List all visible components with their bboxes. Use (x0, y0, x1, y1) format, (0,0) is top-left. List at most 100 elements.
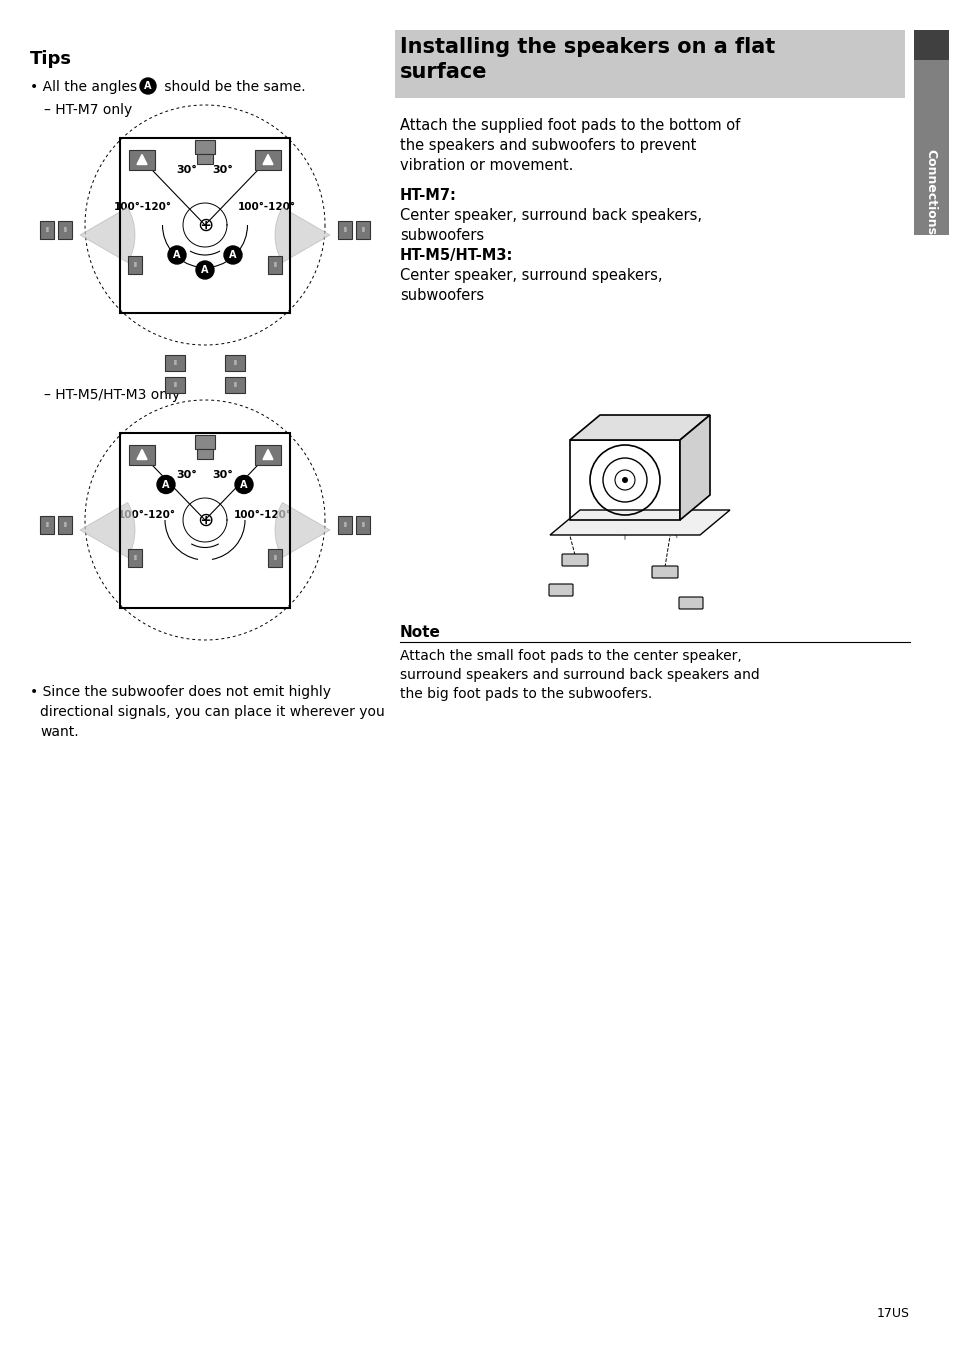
Text: • Since the subwoofer does not emit highly: • Since the subwoofer does not emit high… (30, 685, 331, 699)
FancyBboxPatch shape (254, 150, 281, 169)
Bar (196, 449, 213, 458)
FancyBboxPatch shape (395, 30, 904, 97)
Text: Attach the supplied foot pads to the bottom of: Attach the supplied foot pads to the bot… (399, 118, 740, 132)
Text: ⊕: ⊕ (196, 215, 213, 234)
Polygon shape (550, 510, 729, 535)
Text: Center speaker, surround speakers,: Center speaker, surround speakers, (399, 268, 661, 283)
Text: A: A (173, 250, 180, 260)
FancyBboxPatch shape (128, 256, 142, 274)
Text: should be the same.: should be the same. (160, 80, 305, 95)
FancyBboxPatch shape (651, 566, 678, 579)
FancyBboxPatch shape (355, 220, 370, 239)
Text: subwoofers: subwoofers (399, 288, 483, 303)
Text: 30°: 30° (213, 470, 233, 480)
FancyBboxPatch shape (561, 554, 587, 566)
Text: Installing the speakers on a flat: Installing the speakers on a flat (399, 37, 775, 57)
Text: subwoofers: subwoofers (399, 228, 483, 243)
Circle shape (157, 476, 174, 493)
FancyBboxPatch shape (165, 356, 185, 370)
FancyBboxPatch shape (58, 220, 71, 239)
Text: A: A (162, 480, 170, 489)
Text: II: II (233, 383, 236, 388)
Polygon shape (137, 449, 147, 460)
Text: • All the angles: • All the angles (30, 80, 141, 95)
Wedge shape (80, 503, 135, 557)
FancyBboxPatch shape (128, 549, 142, 566)
FancyBboxPatch shape (679, 598, 702, 608)
FancyBboxPatch shape (337, 516, 352, 534)
Text: A: A (201, 265, 209, 274)
Circle shape (168, 246, 186, 264)
FancyBboxPatch shape (129, 445, 154, 465)
FancyBboxPatch shape (337, 220, 352, 239)
Text: II: II (132, 262, 137, 268)
Polygon shape (263, 449, 273, 460)
Bar (120, 138, 290, 312)
FancyBboxPatch shape (268, 256, 282, 274)
Text: 100°-120°: 100°-120° (113, 201, 172, 212)
Text: ⊕: ⊕ (196, 511, 213, 530)
FancyBboxPatch shape (913, 35, 948, 235)
Text: Tips: Tips (30, 50, 71, 68)
Text: HT-M5/HT-M3:: HT-M5/HT-M3: (399, 247, 513, 264)
Circle shape (140, 78, 156, 95)
Wedge shape (274, 503, 330, 557)
Text: the speakers and subwoofers to prevent: the speakers and subwoofers to prevent (399, 138, 696, 153)
Text: A: A (240, 480, 248, 489)
FancyBboxPatch shape (225, 356, 245, 370)
Polygon shape (679, 415, 709, 521)
Wedge shape (80, 207, 135, 262)
FancyBboxPatch shape (129, 150, 154, 169)
Text: II: II (360, 522, 365, 529)
Text: II: II (63, 522, 67, 529)
Text: Connections: Connections (923, 149, 937, 235)
Text: the big foot pads to the subwoofers.: the big foot pads to the subwoofers. (399, 687, 652, 700)
Text: Note: Note (399, 625, 440, 639)
Text: II: II (132, 556, 137, 561)
Text: II: II (233, 360, 236, 366)
Text: II: II (273, 262, 276, 268)
Text: II: II (273, 556, 276, 561)
Text: II: II (63, 227, 67, 233)
Bar (196, 154, 213, 164)
Text: Center speaker, surround back speakers,: Center speaker, surround back speakers, (399, 208, 701, 223)
FancyBboxPatch shape (548, 584, 573, 596)
Text: 30°: 30° (213, 165, 233, 174)
FancyBboxPatch shape (355, 516, 370, 534)
Text: directional signals, you can place it wherever you: directional signals, you can place it wh… (40, 704, 384, 719)
Circle shape (234, 476, 253, 493)
Text: A: A (144, 81, 152, 91)
Polygon shape (263, 154, 273, 165)
Text: II: II (343, 227, 347, 233)
Text: surface: surface (399, 62, 487, 82)
FancyBboxPatch shape (58, 516, 71, 534)
Text: HT-M7:: HT-M7: (399, 188, 456, 203)
Text: surround speakers and surround back speakers and: surround speakers and surround back spea… (399, 668, 759, 681)
Text: A: A (229, 250, 236, 260)
Wedge shape (274, 207, 330, 262)
Polygon shape (569, 415, 709, 439)
Text: II: II (45, 227, 49, 233)
Text: 100°-120°: 100°-120° (118, 510, 175, 521)
Text: II: II (172, 383, 177, 388)
Text: vibration or movement.: vibration or movement. (399, 158, 573, 173)
Circle shape (195, 261, 213, 279)
Text: 100°-120°: 100°-120° (233, 510, 292, 521)
Bar (194, 434, 214, 449)
Text: II: II (172, 360, 177, 366)
Text: 30°: 30° (176, 165, 197, 174)
FancyBboxPatch shape (40, 220, 54, 239)
Text: – HT-M5/HT-M3 only: – HT-M5/HT-M3 only (44, 388, 180, 402)
Text: 17US: 17US (876, 1307, 909, 1320)
Text: Attach the small foot pads to the center speaker,: Attach the small foot pads to the center… (399, 649, 741, 662)
Circle shape (621, 477, 627, 483)
Text: 100°-120°: 100°-120° (237, 201, 295, 212)
FancyBboxPatch shape (40, 516, 54, 534)
Text: II: II (343, 522, 347, 529)
Text: – HT-M7 only: – HT-M7 only (44, 103, 132, 118)
Text: 30°: 30° (176, 470, 197, 480)
Circle shape (224, 246, 242, 264)
FancyBboxPatch shape (165, 377, 185, 393)
Bar (120, 433, 290, 607)
FancyBboxPatch shape (225, 377, 245, 393)
